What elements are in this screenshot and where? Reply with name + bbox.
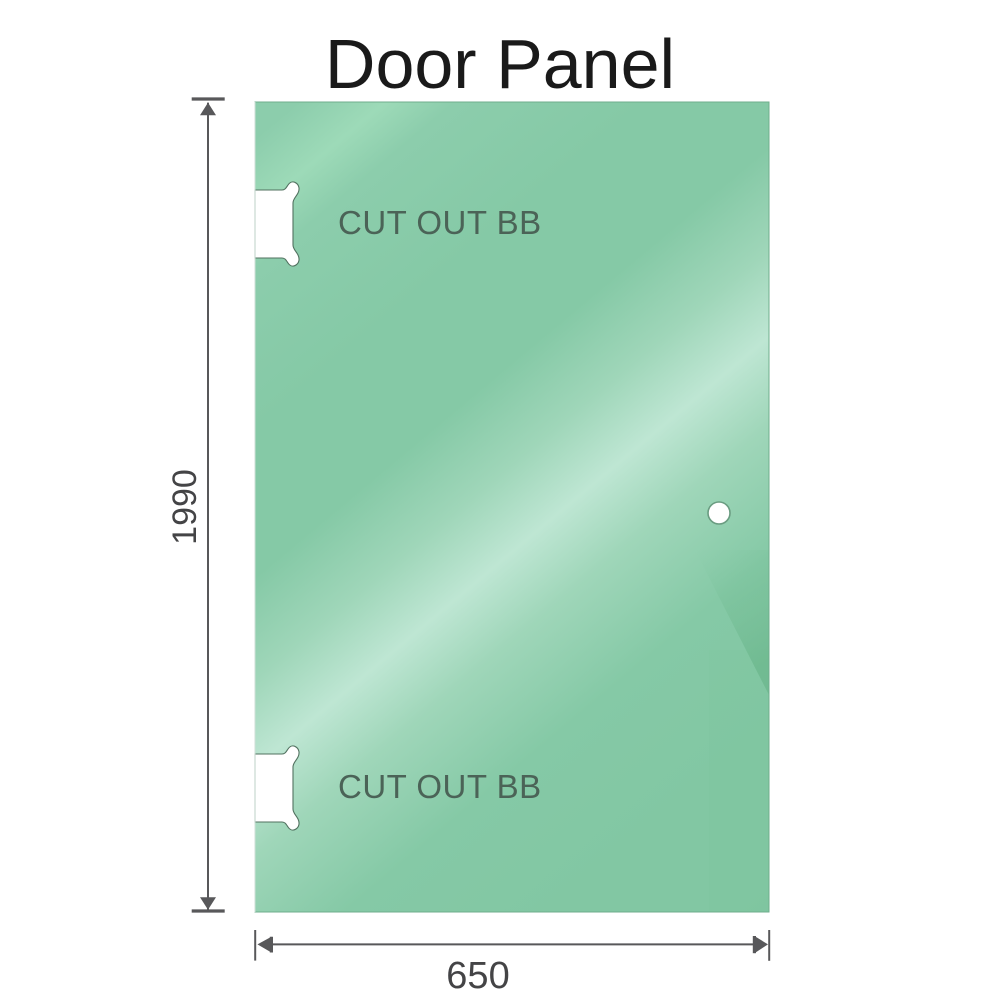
svg-text:650: 650 [446,955,509,997]
svg-text:CUT OUT BB: CUT OUT BB [338,768,542,805]
svg-text:1990: 1990 [166,469,204,545]
svg-text:CUT OUT BB: CUT OUT BB [338,204,542,241]
